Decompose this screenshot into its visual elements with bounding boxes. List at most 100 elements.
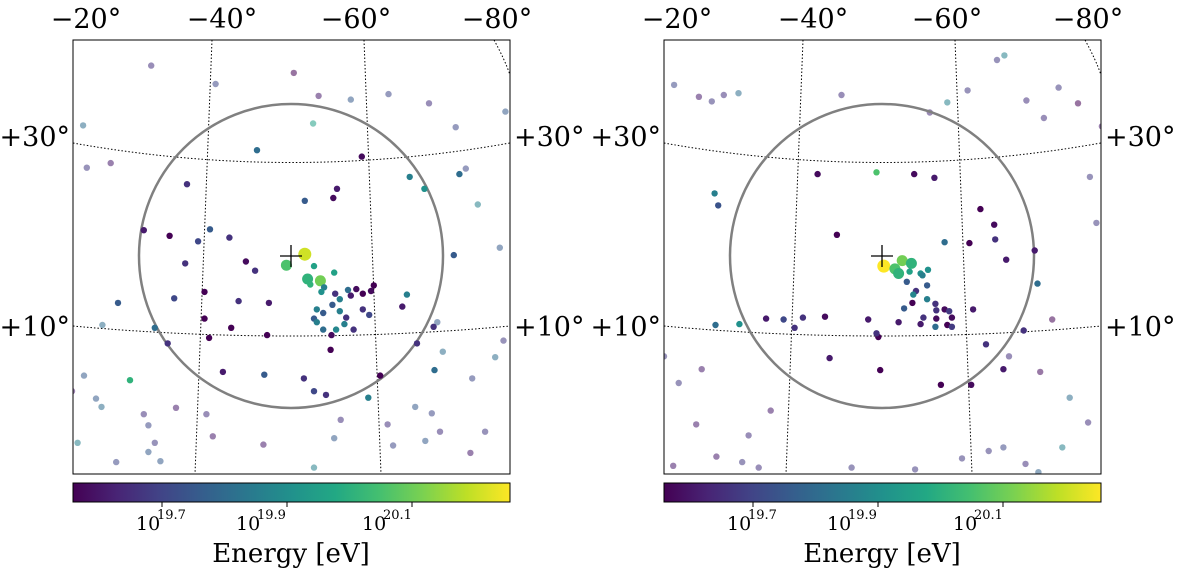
colorbar-gradient xyxy=(72,482,511,503)
event-point xyxy=(969,306,977,313)
event-point-outside xyxy=(337,416,344,423)
event-point xyxy=(205,334,213,342)
event-point xyxy=(341,320,348,328)
event-point-outside xyxy=(1074,100,1082,107)
event-point-outside xyxy=(25,199,31,205)
colorbar-tick-base: 10 xyxy=(727,513,751,535)
event-point xyxy=(948,323,956,330)
y-tick-label-left: +10° xyxy=(591,312,661,343)
event-point-outside xyxy=(1040,114,1048,122)
event-point xyxy=(166,232,173,239)
y-tick-label-right: +10° xyxy=(1105,312,1175,343)
event-point xyxy=(937,381,945,388)
event-point-outside xyxy=(385,90,392,98)
event-point-outside xyxy=(1105,266,1111,272)
event-point-outside xyxy=(98,403,105,411)
event-point-outside xyxy=(113,458,120,466)
event-point-outside xyxy=(467,449,474,457)
event-point xyxy=(343,314,350,321)
event-point-outside xyxy=(1035,469,1042,474)
event-point xyxy=(877,366,884,374)
event-point-outside xyxy=(739,458,746,466)
colorbar-tick-label: 10 19.7 xyxy=(136,508,186,535)
event-point-outside xyxy=(1128,368,1134,374)
event-point-outside xyxy=(157,458,164,465)
colorbar-tick-base: 10 xyxy=(136,513,160,535)
event-point xyxy=(906,268,913,275)
event-point-outside xyxy=(698,366,705,373)
event-point xyxy=(932,323,939,330)
event-point xyxy=(140,227,147,234)
event-point-outside xyxy=(92,395,100,402)
colorbar-tick-base: 10 xyxy=(827,513,851,535)
event-point xyxy=(941,239,948,246)
event-point xyxy=(313,319,320,326)
event-point-outside xyxy=(1139,167,1145,173)
event-point xyxy=(900,305,908,312)
event-point xyxy=(253,147,261,154)
event-point xyxy=(932,300,939,307)
event-point-outside xyxy=(944,99,951,106)
event-point xyxy=(905,257,917,269)
event-point xyxy=(329,301,336,308)
event-point-outside xyxy=(618,393,624,399)
event-point-outside xyxy=(384,421,391,428)
colorbar-tick-label: 10 20.1 xyxy=(362,508,412,535)
event-point-outside xyxy=(767,407,774,414)
event-point-outside xyxy=(203,411,210,418)
y-tick-label-left: +10° xyxy=(0,312,70,343)
event-point xyxy=(712,321,719,329)
event-point xyxy=(201,315,208,322)
event-point-outside xyxy=(502,108,509,115)
event-point-outside xyxy=(755,464,762,471)
event-point xyxy=(320,326,327,333)
event-point-outside xyxy=(10,395,16,401)
event-point-outside xyxy=(1059,444,1066,451)
event-point xyxy=(328,331,335,339)
event-point xyxy=(300,375,308,382)
event-point xyxy=(406,173,413,181)
x-tick-label: −60° xyxy=(912,4,982,35)
event-point-outside xyxy=(1114,373,1120,379)
event-point-outside xyxy=(620,173,626,179)
colorbar-label: Energy [eV] xyxy=(803,539,961,569)
event-point xyxy=(833,231,841,238)
event-point xyxy=(977,205,984,213)
event-point-outside xyxy=(540,101,546,107)
event-point-outside xyxy=(1093,219,1100,227)
event-point xyxy=(873,169,880,176)
event-point-outside xyxy=(43,278,49,284)
event-point xyxy=(711,190,718,197)
event-point-outside xyxy=(670,462,677,469)
event-point-outside xyxy=(964,87,971,94)
event-point xyxy=(948,314,956,321)
event-point-outside xyxy=(958,455,966,462)
event-point-outside xyxy=(452,124,459,131)
event-point xyxy=(347,292,354,299)
event-point xyxy=(456,170,463,178)
event-point xyxy=(933,307,940,314)
colorbar-tick-exponent: 20.1 xyxy=(383,508,412,523)
event-point xyxy=(399,303,406,310)
event-point xyxy=(327,346,334,353)
event-point-outside xyxy=(622,406,628,412)
event-point xyxy=(320,309,327,317)
event-point-outside xyxy=(1049,316,1056,323)
event-point-outside xyxy=(708,98,715,105)
event-point-outside xyxy=(389,442,397,449)
event-point-outside xyxy=(541,343,547,349)
event-point xyxy=(895,319,902,326)
event-point xyxy=(151,324,158,331)
event-point xyxy=(331,269,338,276)
event-point-outside xyxy=(22,425,28,431)
event-point-outside xyxy=(41,231,47,237)
event-point xyxy=(114,299,122,307)
event-point-outside xyxy=(548,433,554,439)
event-point-outside xyxy=(315,92,322,100)
event-point xyxy=(194,238,202,245)
event-point xyxy=(228,324,235,331)
event-point xyxy=(780,316,787,323)
event-point-outside xyxy=(412,403,419,411)
event-point xyxy=(1034,280,1041,287)
event-point xyxy=(359,290,366,297)
